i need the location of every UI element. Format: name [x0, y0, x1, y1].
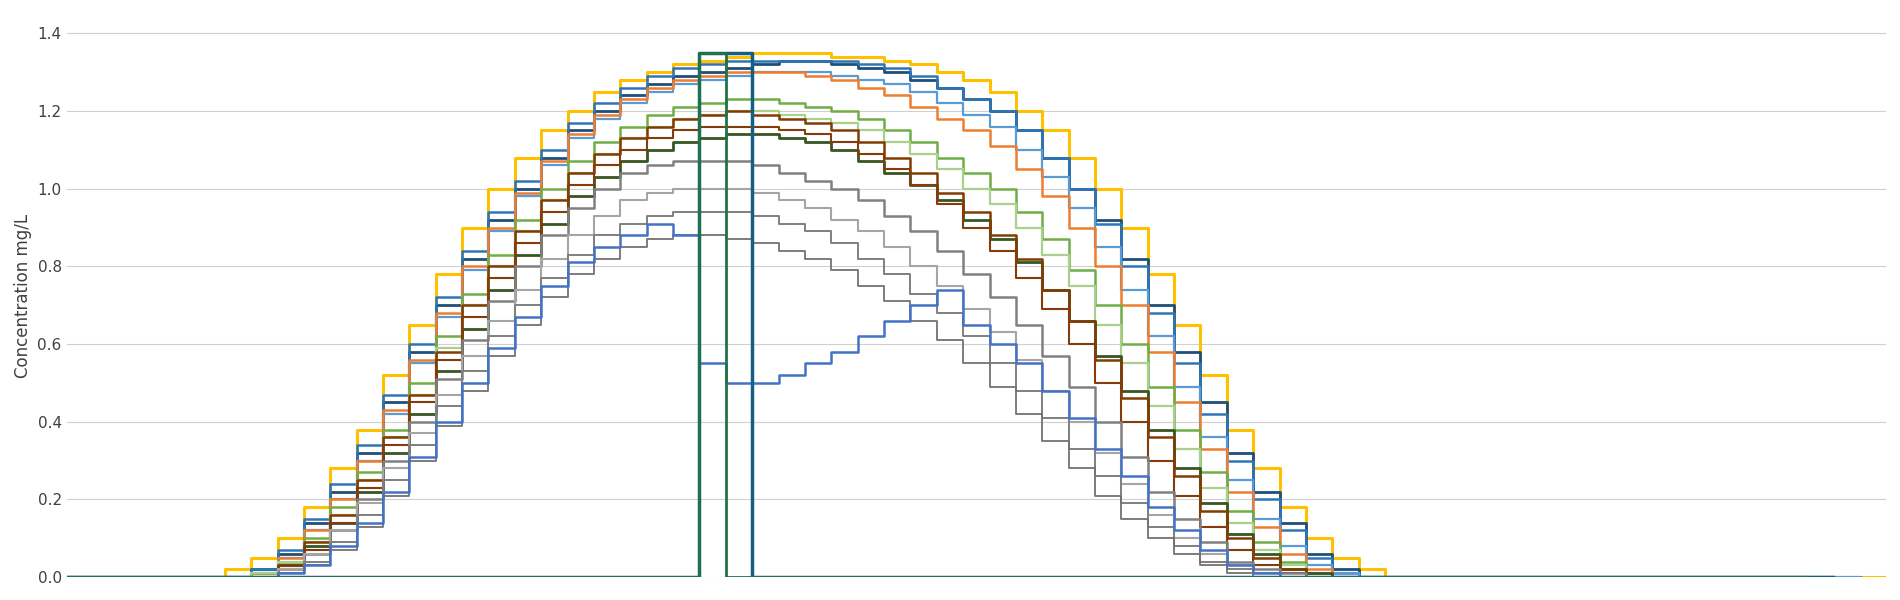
Y-axis label: Concentration mg/L: Concentration mg/L: [13, 214, 32, 377]
